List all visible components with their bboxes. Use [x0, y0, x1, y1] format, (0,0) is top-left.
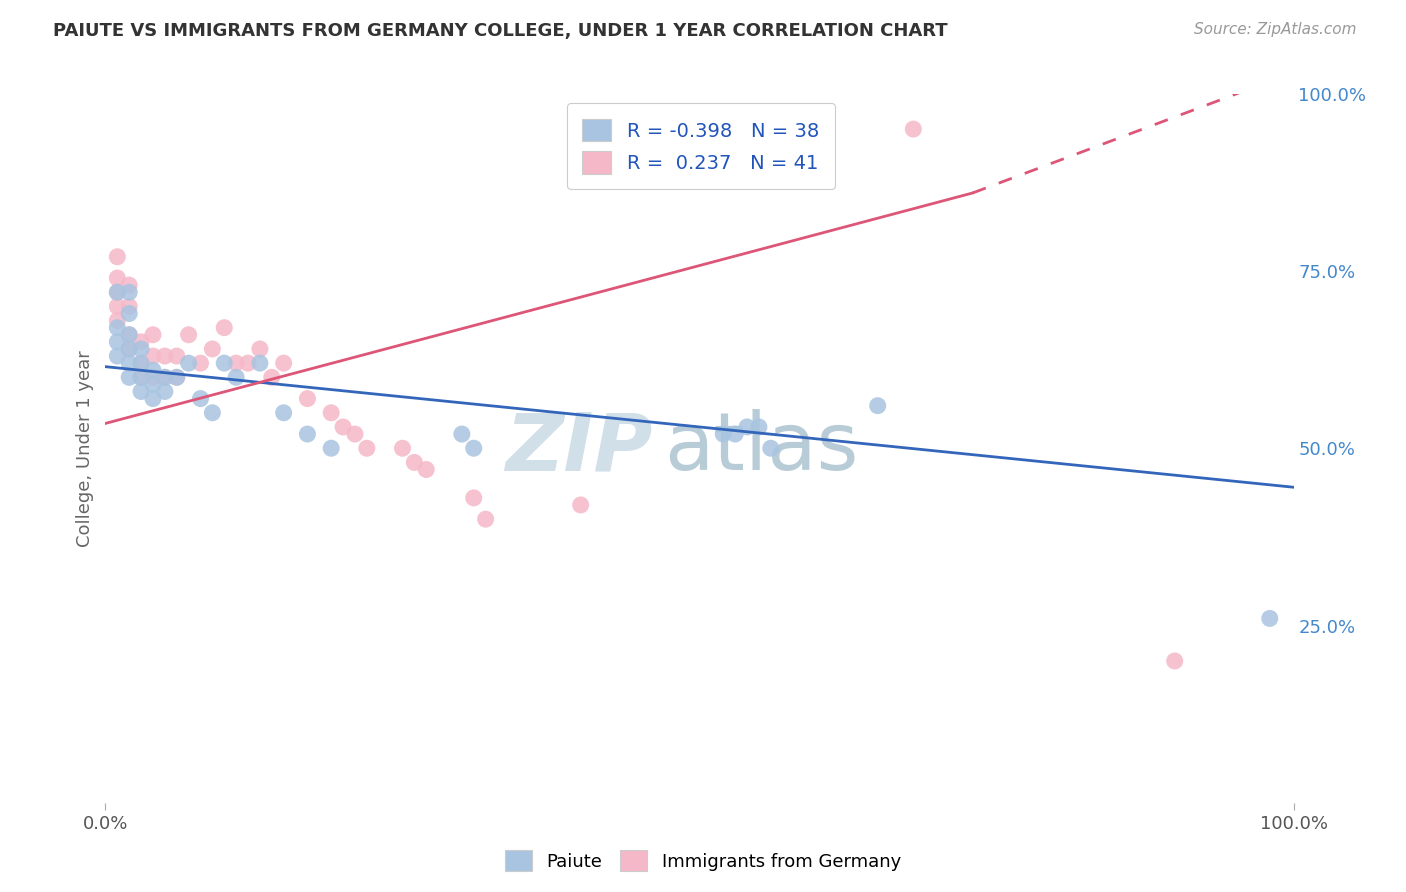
Point: [105, 285, 128, 300]
Y-axis label: College, Under 1 year: College, Under 1 year: [76, 350, 94, 547]
Point: [1258, 611, 1281, 625]
Point: [118, 356, 141, 370]
Point: [129, 370, 152, 384]
Point: [332, 420, 354, 434]
Point: [273, 406, 295, 420]
Point: [105, 300, 128, 314]
Point: [297, 427, 319, 442]
Point: [153, 370, 176, 384]
Point: [177, 356, 200, 370]
Point: [177, 327, 200, 342]
Point: [129, 356, 152, 370]
Legend: Paiute, Immigrants from Germany: Paiute, Immigrants from Germany: [498, 843, 908, 879]
Point: [118, 278, 141, 293]
Point: [190, 356, 212, 370]
Point: [105, 313, 128, 327]
Point: [225, 370, 247, 384]
Point: [129, 370, 152, 384]
Point: [153, 384, 176, 399]
Point: [190, 392, 212, 406]
Point: [249, 356, 271, 370]
Point: [118, 327, 141, 342]
Point: [153, 370, 176, 384]
Point: [249, 342, 271, 356]
Point: [273, 356, 295, 370]
Legend: R = -0.398   N = 38, R =  0.237   N = 41: R = -0.398 N = 38, R = 0.237 N = 41: [567, 103, 835, 189]
Point: [236, 356, 259, 370]
Text: Source: ZipAtlas.com: Source: ZipAtlas.com: [1194, 22, 1357, 37]
Point: [450, 427, 472, 442]
Point: [129, 342, 152, 356]
Point: [201, 342, 224, 356]
Point: [105, 320, 128, 334]
Point: [142, 392, 165, 406]
Text: atlas: atlas: [664, 409, 858, 487]
Point: [129, 384, 152, 399]
Point: [166, 370, 188, 384]
Point: [391, 441, 413, 455]
Point: [321, 441, 343, 455]
Point: [866, 399, 889, 413]
Point: [201, 406, 224, 420]
Point: [735, 420, 758, 434]
Point: [118, 327, 141, 342]
Point: [105, 271, 128, 285]
Point: [118, 370, 141, 384]
Point: [142, 377, 165, 392]
Point: [142, 349, 165, 363]
Point: [297, 392, 319, 406]
Point: [321, 406, 343, 420]
Point: [463, 491, 485, 505]
Point: [118, 285, 141, 300]
Point: [711, 427, 734, 442]
Point: [118, 300, 141, 314]
Point: [129, 356, 152, 370]
Point: [343, 427, 366, 442]
Point: [142, 363, 165, 377]
Point: [214, 320, 236, 334]
Point: [903, 122, 925, 136]
Point: [105, 250, 128, 264]
Point: [225, 356, 247, 370]
Point: [142, 370, 165, 384]
Point: [129, 334, 152, 349]
Point: [166, 349, 188, 363]
Point: [105, 334, 128, 349]
Point: [759, 441, 782, 455]
Point: [260, 370, 283, 384]
Point: [105, 285, 128, 300]
Point: [748, 420, 770, 434]
Point: [1164, 654, 1187, 668]
Point: [356, 441, 378, 455]
Point: [474, 512, 496, 526]
Point: [166, 370, 188, 384]
Point: [214, 356, 236, 370]
Point: [463, 441, 485, 455]
Point: [118, 306, 141, 320]
Point: [415, 462, 437, 476]
Point: [105, 349, 128, 363]
Point: [118, 342, 141, 356]
Point: [404, 455, 426, 469]
Point: [569, 498, 592, 512]
Point: [118, 342, 141, 356]
Point: [153, 349, 176, 363]
Text: ZIP: ZIP: [505, 409, 652, 487]
Text: PAIUTE VS IMMIGRANTS FROM GERMANY COLLEGE, UNDER 1 YEAR CORRELATION CHART: PAIUTE VS IMMIGRANTS FROM GERMANY COLLEG…: [53, 22, 948, 40]
Point: [724, 427, 747, 442]
Point: [142, 327, 165, 342]
